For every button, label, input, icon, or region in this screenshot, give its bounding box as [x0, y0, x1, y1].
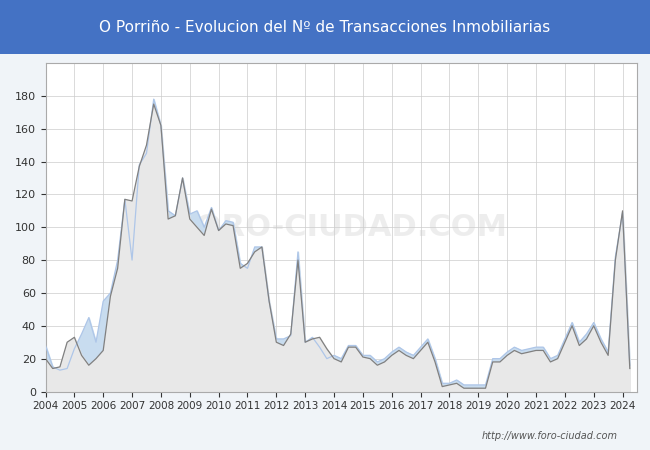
Text: FORO-CIUDAD.COM: FORO-CIUDAD.COM	[176, 213, 507, 242]
Text: O Porriño - Evolucion del Nº de Transacciones Inmobiliarias: O Porriño - Evolucion del Nº de Transacc…	[99, 19, 551, 35]
Text: http://www.foro-ciudad.com: http://www.foro-ciudad.com	[482, 431, 618, 441]
